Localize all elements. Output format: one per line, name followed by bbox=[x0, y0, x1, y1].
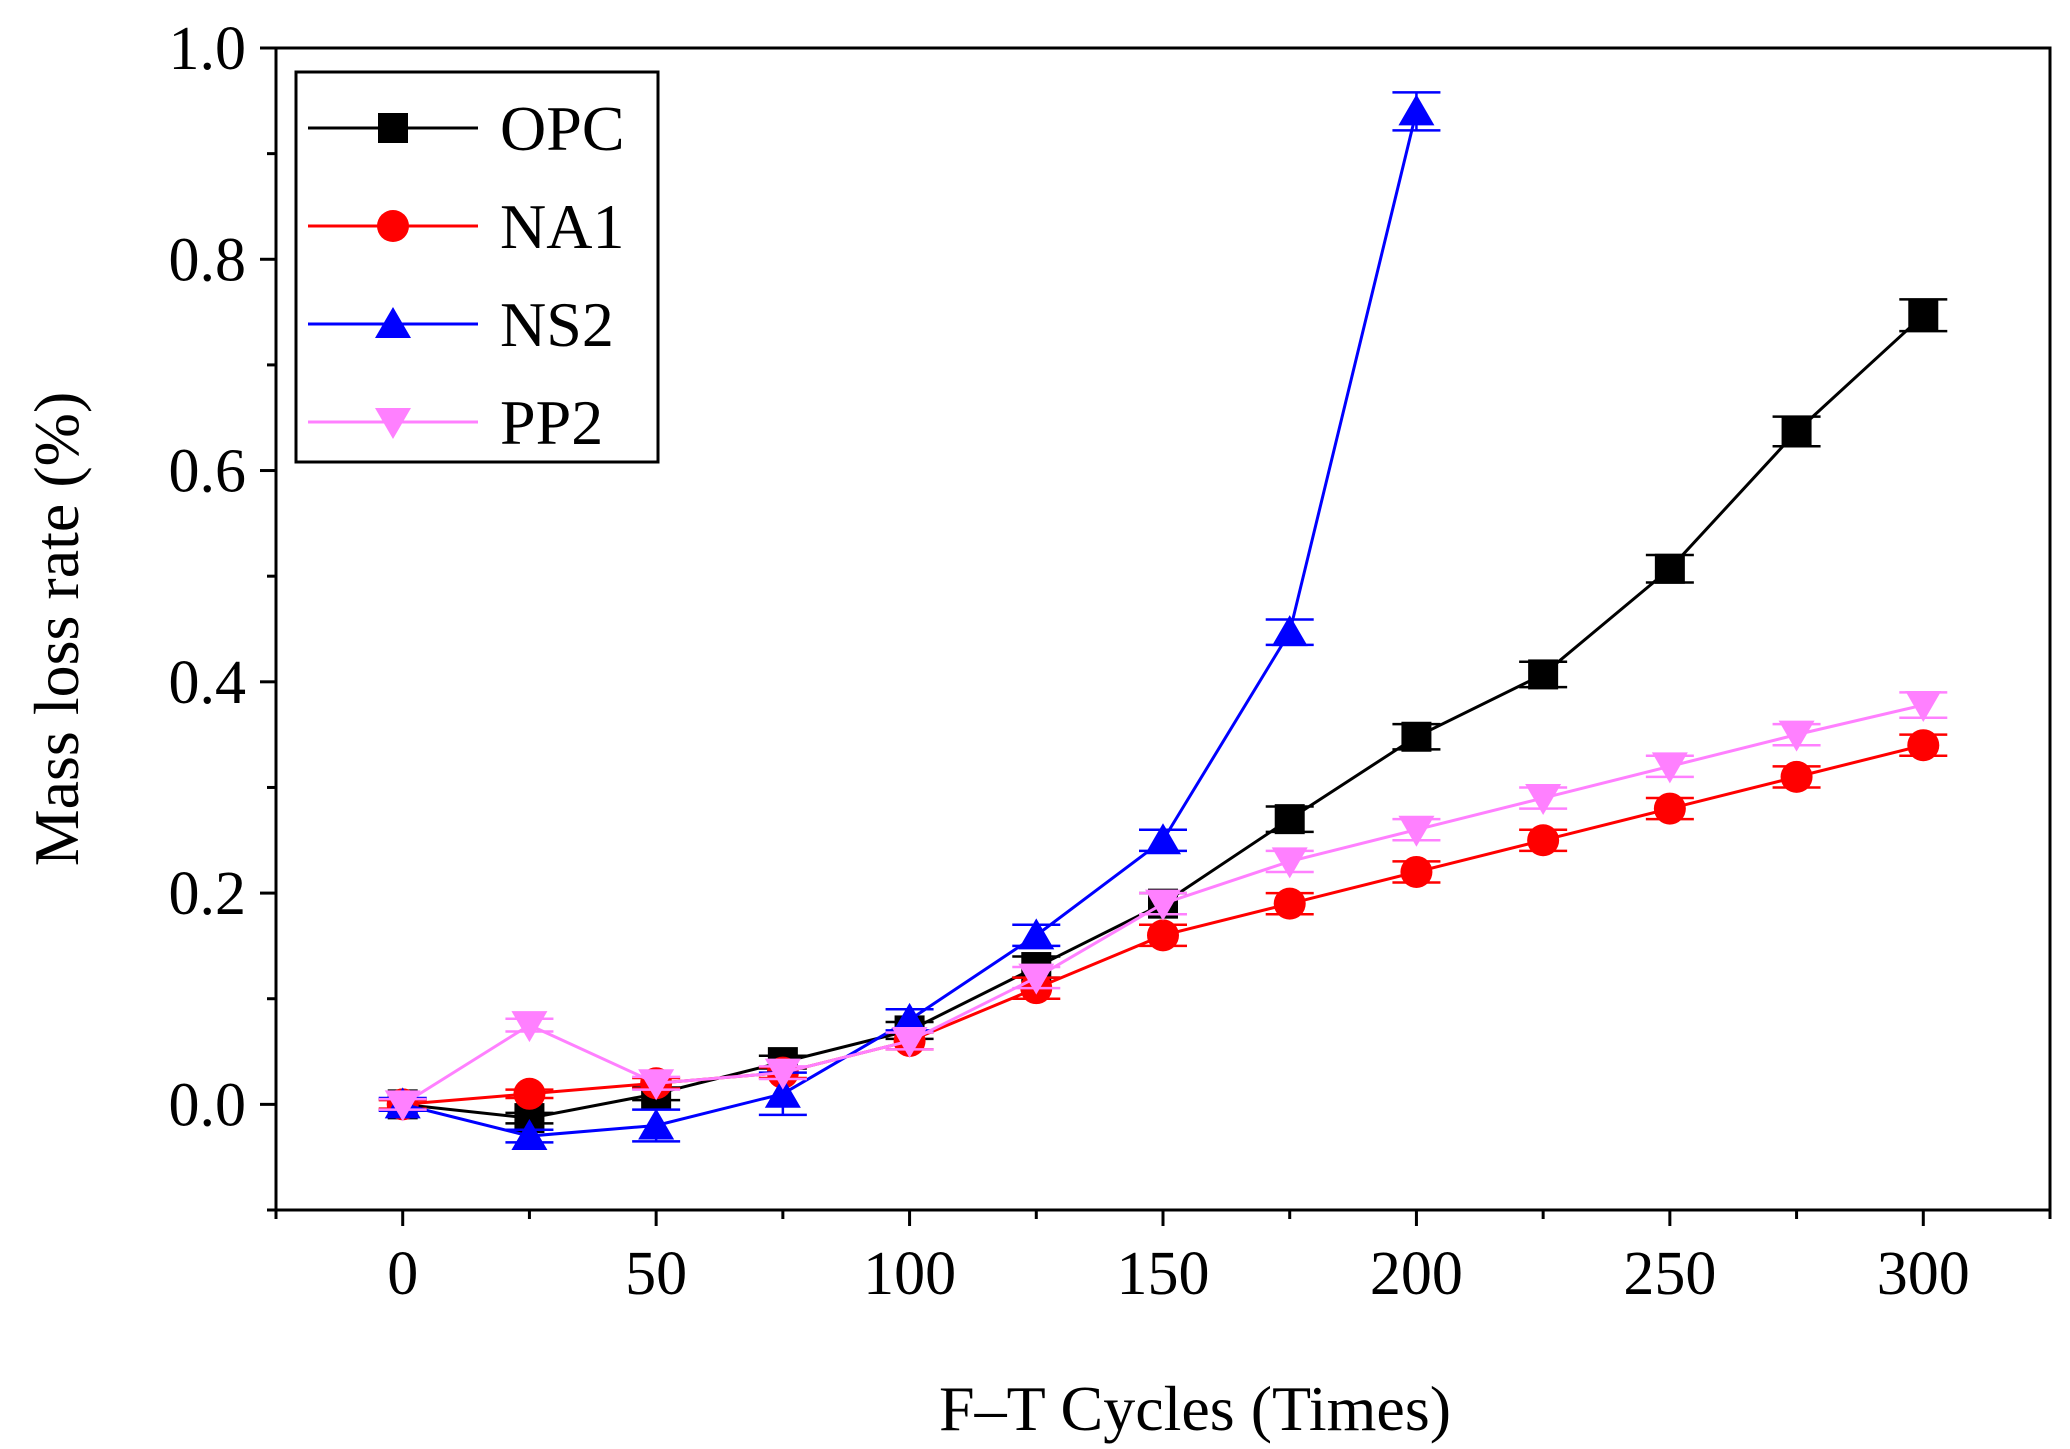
series-na1 bbox=[378, 729, 1948, 1121]
series-pp2-point bbox=[638, 1069, 675, 1101]
series-ns2-point bbox=[511, 1119, 548, 1151]
series-ns2-point bbox=[1018, 918, 1055, 950]
series-ns2-point bbox=[1271, 615, 1308, 647]
y-axis-title: Mass loss rate (%) bbox=[21, 392, 92, 867]
series-opc-point bbox=[1528, 659, 1559, 690]
series-na1-point bbox=[513, 1077, 546, 1110]
series-pp2-point bbox=[1651, 752, 1688, 784]
legend-marker-ns2 bbox=[375, 307, 411, 338]
x-tick-label: 300 bbox=[1877, 1240, 1970, 1308]
legend-item-ns2: NS2 bbox=[308, 289, 614, 360]
series-na1-point bbox=[1273, 887, 1306, 920]
series-na1-point bbox=[1400, 855, 1433, 888]
legend-item-opc: OPC bbox=[308, 93, 625, 164]
series-pp2-point bbox=[1905, 691, 1942, 723]
series-ns2-point bbox=[764, 1076, 801, 1108]
series-pp2-point bbox=[1018, 963, 1055, 995]
series-na1-point bbox=[1653, 792, 1686, 825]
series-ns2-point bbox=[1145, 823, 1181, 855]
series-pp2 bbox=[378, 691, 1948, 1122]
series-pp2-point bbox=[1778, 720, 1815, 752]
series-ns2-point bbox=[1398, 94, 1435, 126]
x-axis-title: F–T Cycles (Times) bbox=[939, 1373, 1451, 1444]
series-na1-point bbox=[1147, 919, 1179, 952]
legend-marker-pp2 bbox=[375, 408, 411, 439]
series-na1-point bbox=[1907, 729, 1940, 762]
series-pp2-point bbox=[1145, 889, 1181, 921]
x-tick-label: 100 bbox=[863, 1240, 956, 1308]
y-tick-label: 0.8 bbox=[169, 226, 247, 294]
y-tick-label: 0.6 bbox=[169, 438, 247, 506]
x-tick-label: 250 bbox=[1623, 1240, 1716, 1308]
series-opc-point bbox=[1401, 721, 1432, 752]
legend-label-pp2: PP2 bbox=[500, 387, 603, 458]
series-ns2-point bbox=[891, 1002, 928, 1034]
series-pp2-point bbox=[1398, 815, 1435, 847]
series-pp2-point bbox=[764, 1058, 801, 1090]
y-tick-label: 1.0 bbox=[169, 15, 247, 83]
series-layer bbox=[378, 91, 1948, 1151]
legend-label-na1: NA1 bbox=[500, 191, 624, 262]
series-pp2-point bbox=[1271, 847, 1308, 879]
series-opc-point bbox=[1908, 300, 1939, 331]
y-tick-label: 0.4 bbox=[169, 649, 247, 717]
series-pp2-point bbox=[1525, 784, 1562, 816]
axes-layer: 0 50 100 150 200 250 300 0.0 0.2 0.4 0.6 0.8 1.0 bbox=[169, 15, 2052, 1308]
series-na1-point bbox=[1780, 760, 1813, 793]
legend-marker-na1 bbox=[377, 210, 409, 242]
legend-label-opc: OPC bbox=[500, 93, 625, 164]
x-tick-label: 0 bbox=[387, 1240, 418, 1308]
x-tick-label: 50 bbox=[625, 1240, 687, 1308]
series-opc-point bbox=[1654, 553, 1685, 584]
series-pp2-point bbox=[511, 1011, 548, 1043]
legend-item-na1: NA1 bbox=[308, 191, 624, 262]
y-tick-label: 0.0 bbox=[169, 1071, 247, 1139]
series-pp2-point bbox=[891, 1026, 928, 1058]
series-na1-point bbox=[1527, 824, 1560, 857]
x-tick-label: 200 bbox=[1370, 1240, 1463, 1308]
legend-item-pp2: PP2 bbox=[308, 387, 603, 458]
legend: OPC NA1 NS2 PP2 bbox=[294, 70, 660, 464]
series-ns2-point bbox=[638, 1108, 675, 1140]
series-pp2-point bbox=[384, 1090, 421, 1122]
legend-marker-opc bbox=[378, 113, 408, 143]
y-tick-label: 0.2 bbox=[169, 860, 247, 928]
x-tick-label: 150 bbox=[1117, 1240, 1210, 1308]
series-opc-point bbox=[1781, 416, 1812, 447]
legend-box bbox=[294, 70, 660, 464]
legend-label-ns2: NS2 bbox=[500, 289, 614, 360]
series-opc-point bbox=[1274, 804, 1305, 835]
